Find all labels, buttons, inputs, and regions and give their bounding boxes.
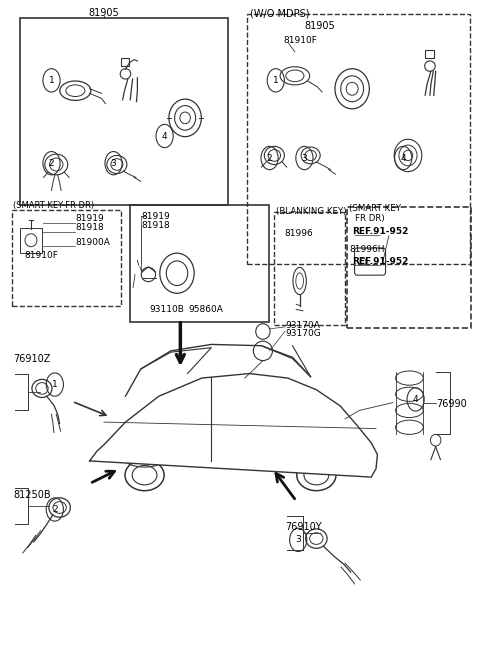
Text: 3: 3 [111, 159, 117, 168]
Text: 2: 2 [267, 153, 273, 162]
Text: (W/O MDPS): (W/O MDPS) [250, 8, 309, 18]
Text: (SMART KEY-FR DR): (SMART KEY-FR DR) [13, 201, 95, 210]
Text: 4: 4 [400, 153, 406, 162]
Text: 2: 2 [52, 505, 58, 514]
Text: 81918: 81918 [141, 221, 170, 230]
Text: 76910Y: 76910Y [285, 522, 322, 532]
FancyBboxPatch shape [120, 58, 129, 66]
Text: 95860A: 95860A [189, 305, 223, 314]
Text: 81919: 81919 [141, 212, 170, 221]
Text: 1: 1 [48, 76, 54, 85]
Text: 81910F: 81910F [283, 36, 317, 45]
Text: 81918: 81918 [75, 224, 104, 233]
Text: 81996H: 81996H [350, 246, 385, 254]
Text: 93110B: 93110B [149, 305, 184, 314]
Text: 76910Z: 76910Z [13, 354, 51, 363]
Text: (SMART KEY: (SMART KEY [349, 204, 401, 213]
Text: 93170A: 93170A [285, 320, 320, 330]
Text: 4: 4 [413, 395, 419, 404]
Text: 76990: 76990 [437, 399, 468, 409]
Text: 4: 4 [162, 131, 168, 140]
Text: REF.91-952: REF.91-952 [352, 257, 408, 266]
Text: 81905: 81905 [89, 8, 120, 18]
Text: 81996: 81996 [284, 229, 312, 238]
Text: 1: 1 [273, 76, 279, 85]
Text: 2: 2 [48, 159, 54, 168]
Text: 93170G: 93170G [285, 329, 321, 338]
Text: 81900A: 81900A [75, 238, 110, 246]
Text: 3: 3 [295, 536, 301, 545]
Text: REF.91-952: REF.91-952 [352, 227, 408, 237]
Text: 81905: 81905 [305, 21, 336, 31]
Text: 81250B: 81250B [13, 489, 51, 500]
Text: 81910F: 81910F [24, 252, 58, 260]
FancyBboxPatch shape [425, 50, 434, 58]
Text: (BLANKING KEY): (BLANKING KEY) [276, 207, 346, 216]
Text: 1: 1 [52, 380, 58, 389]
Polygon shape [90, 374, 377, 477]
Text: 81919: 81919 [75, 214, 104, 224]
Text: FR DR): FR DR) [355, 214, 384, 223]
Text: 3: 3 [301, 153, 307, 162]
